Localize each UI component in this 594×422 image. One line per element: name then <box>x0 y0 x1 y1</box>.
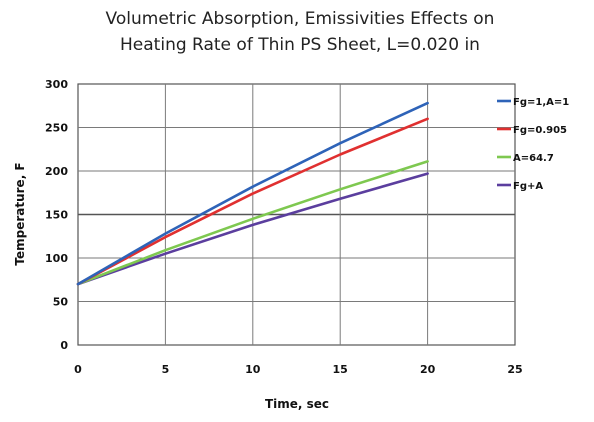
chart-title-line-2: Heating Rate of Thin PS Sheet, L=0.020 i… <box>120 35 480 55</box>
legend-label: Fg+A <box>513 181 543 192</box>
x-tick-label: 25 <box>507 363 522 376</box>
grid <box>78 84 515 345</box>
x-axis-label: Time, sec <box>265 397 329 411</box>
y-tick-label: 250 <box>45 122 68 135</box>
y-axis-label: Temperature, F <box>13 162 27 265</box>
x-tick-label: 10 <box>245 363 261 376</box>
legend-label: A=64.7 <box>513 153 554 164</box>
y-tick-label: 150 <box>45 209 68 222</box>
x-tick-label: 15 <box>333 363 348 376</box>
y-tick-label: 50 <box>53 296 69 309</box>
x-tick-label: 20 <box>420 363 436 376</box>
y-tick-label: 300 <box>45 78 68 91</box>
chart-title-line-1: Volumetric Absorption, Emissivities Effe… <box>106 9 495 29</box>
y-tick-label: 0 <box>60 339 68 352</box>
y-tick-label: 200 <box>45 165 68 178</box>
legend-label: Fg=1,A=1 <box>513 97 569 108</box>
legend-label: Fg=0.905 <box>513 125 567 136</box>
x-tick-label: 0 <box>74 363 82 376</box>
x-tick-label: 5 <box>162 363 170 376</box>
y-tick-label: 100 <box>45 252 68 265</box>
